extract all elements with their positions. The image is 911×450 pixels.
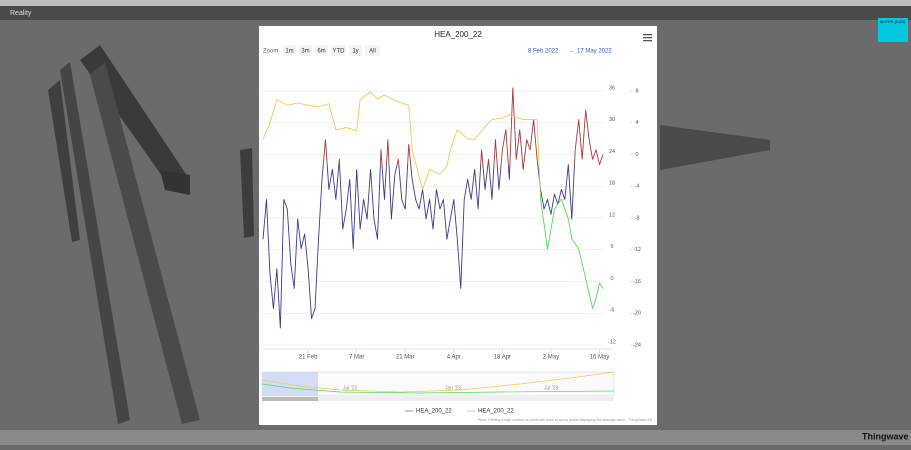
legend-label[interactable]: HEA_200_22: [416, 409, 452, 415]
y2-tick-label: -16: [633, 279, 641, 285]
chart-modal: [259, 26, 657, 425]
legend-label[interactable]: HEA_200_22: [478, 409, 514, 415]
x-tick-label: 7 Mar: [349, 355, 364, 361]
navigator-label: Jan '23: [445, 385, 461, 391]
zoom-button-label[interactable]: All: [369, 49, 376, 55]
zoom-button-label[interactable]: 1m: [285, 49, 293, 55]
y2-tick-label: -20: [633, 311, 641, 317]
zoom-button[interactable]: YTD: [331, 45, 346, 56]
range-from: 8 Feb 2022: [528, 49, 559, 55]
menu-bar[interactable]: [643, 34, 652, 35]
scrollbar-thumb[interactable]: [262, 397, 318, 401]
zoom-button-label[interactable]: YTD: [333, 49, 346, 55]
fps-text: 60 FPS (0-63): [880, 19, 906, 24]
menu-bar[interactable]: [643, 37, 652, 38]
x-tick-label: 4 Apr: [447, 355, 461, 361]
navigator-label: Jul '22: [343, 385, 358, 391]
y2-tick-label: -12: [633, 247, 641, 253]
y-tick-label: 30: [609, 117, 615, 123]
zoom-button-label[interactable]: 1y: [352, 49, 358, 55]
y-tick-label: 12: [609, 212, 615, 218]
zoom-label: Zoom: [263, 49, 278, 55]
y-tick-label: -6: [610, 308, 615, 314]
top-strip: [0, 0, 911, 6]
menu-bar[interactable]: [643, 40, 652, 41]
x-tick-label: 18 Apr: [494, 355, 511, 361]
zoom-button-label[interactable]: 6m: [317, 49, 325, 55]
zoom-button[interactable]: 1m: [283, 45, 296, 56]
y2-tick-label: 4: [635, 120, 638, 126]
range-separator: →: [568, 49, 574, 55]
navigator-label: Jul '23: [544, 385, 559, 391]
y2-tick-label: -8: [635, 215, 640, 221]
x-tick-label: 2 May: [543, 355, 559, 361]
page: Reality 60 FPS (0-63) Thingwave HEA_200_…: [0, 0, 911, 445]
y-tick-label: -12: [608, 339, 616, 345]
zoom-button[interactable]: All: [365, 45, 380, 56]
menu-icon[interactable]: [643, 34, 652, 41]
y-tick-label: 36: [609, 85, 615, 91]
x-tick-label: 21 Mar: [396, 355, 415, 361]
navigator-selection[interactable]: [262, 372, 318, 396]
app-title: Reality: [10, 10, 32, 17]
zoom-button[interactable]: 3m: [299, 45, 312, 56]
y-tick-label: 24: [609, 149, 615, 155]
x-tick-label: 16 May: [590, 355, 610, 361]
y-tick-label: 18: [609, 181, 615, 187]
screen: Reality 60 FPS (0-63) Thingwave HEA_200_…: [0, 0, 911, 445]
note: *Note: Plotting a high number of points …: [477, 418, 652, 422]
range-to: 17 May 2022: [577, 49, 612, 55]
top-bar: [0, 6, 911, 20]
y2-tick-label: 0: [635, 152, 638, 158]
logo: Thingwave: [862, 431, 909, 441]
zoom-button[interactable]: 6m: [315, 45, 328, 56]
zoom-button-label[interactable]: 3m: [301, 49, 309, 55]
bottom-strip: [0, 430, 911, 445]
y2-tick-label: -4: [635, 184, 640, 190]
x-tick-label: 21 Feb: [299, 355, 318, 361]
zoom-button[interactable]: 1y: [349, 45, 362, 56]
y-tick-label: 6: [610, 244, 613, 250]
y-tick-label: 0: [610, 276, 613, 282]
y2-tick-label: -24: [633, 342, 641, 348]
chart-title: HEA_200_22: [434, 30, 482, 39]
y2-tick-label: 8: [635, 88, 638, 94]
